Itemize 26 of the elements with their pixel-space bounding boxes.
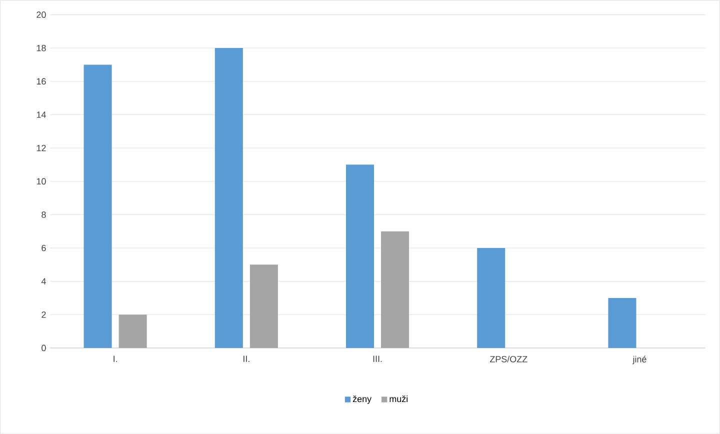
bar <box>214 48 243 348</box>
y-tick-label: 14 <box>36 112 46 118</box>
x-tick-label: jiné <box>632 356 646 364</box>
y-tick-label: 18 <box>36 44 46 52</box>
bar <box>250 264 278 348</box>
legend-label: muži <box>390 396 408 402</box>
bar <box>346 164 374 348</box>
y-tick-label: 8 <box>42 212 46 218</box>
y-tick-label: 16 <box>36 78 46 85</box>
y-tick-label: 20 <box>36 12 46 18</box>
y-tick-label: 2 <box>42 312 46 318</box>
bar <box>608 298 636 348</box>
x-tick-label: III. <box>373 356 382 362</box>
bar <box>381 231 410 348</box>
y-tick-label: 12 <box>36 145 46 152</box>
legend-label: ženy <box>352 396 372 404</box>
bar <box>477 248 506 348</box>
x-tick-label: II. <box>244 356 250 362</box>
bar <box>118 314 147 348</box>
x-tick-label: ZPS/OZZ <box>490 356 528 362</box>
y-tick-label: 4 <box>41 278 46 285</box>
y-tick-label: 0 <box>42 344 46 352</box>
x-tick-label: I. <box>114 356 117 362</box>
y-tick-label: 10 <box>36 178 46 185</box>
y-tick-label: 6 <box>42 244 46 252</box>
bar <box>84 64 112 348</box>
